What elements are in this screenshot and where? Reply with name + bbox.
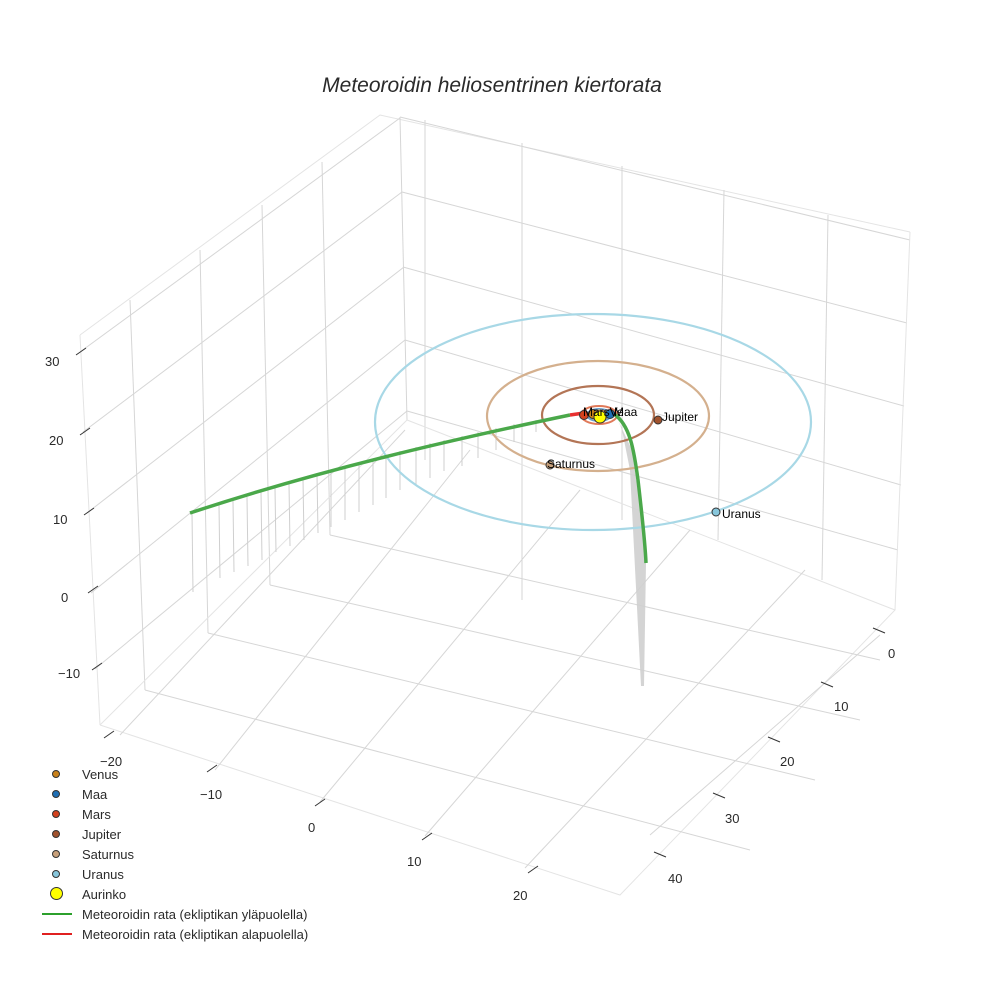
x-tick-label: −10 <box>200 787 222 802</box>
meteoroid-path-above <box>189 413 571 515</box>
uranus-marker <box>711 507 721 517</box>
aurinko-marker <box>593 410 607 424</box>
saturnus-marker <box>545 460 555 470</box>
legend-label: Maa <box>82 786 108 802</box>
legend-item-venus[interactable]: Venus <box>38 764 308 784</box>
jupiter-marker-icon <box>52 830 60 838</box>
legend-label: Saturnus <box>82 846 135 862</box>
planet-markers <box>545 409 721 517</box>
red-line-icon <box>42 933 72 935</box>
legend-label: Meteoroidin rata (ekliptikan yläpuolella… <box>82 906 308 922</box>
jupiter-orbit <box>540 384 656 446</box>
saturnus-label: Saturnus <box>547 457 595 471</box>
x-tick-label: 10 <box>407 854 421 869</box>
legend-label: Mars <box>82 806 111 822</box>
y-tick-label: 30 <box>725 811 739 826</box>
z-tick-label: −10 <box>58 666 80 681</box>
drop-surface <box>618 420 646 686</box>
z-tick-label: 20 <box>49 433 63 448</box>
jupiter-marker <box>653 415 663 425</box>
y-tick-label: 20 <box>780 754 794 769</box>
maa-label: Maa <box>614 405 638 419</box>
meteoroid-path-above-outgoing <box>612 412 648 564</box>
y-tick-label: 40 <box>668 871 682 886</box>
y-tick-label: 10 <box>834 699 848 714</box>
point-labels: MarsVe Maa Jupiter Saturnus Uranus <box>547 405 761 521</box>
legend-label: Uranus <box>82 866 124 882</box>
x-tick-label: 20 <box>513 888 527 903</box>
legend-item-meteoroid-below[interactable]: Meteoroidin rata (ekliptikan alapuolella… <box>38 924 308 944</box>
legend-item-maa[interactable]: Maa <box>38 784 308 804</box>
y-axis: 0 10 20 30 40 <box>653 627 895 886</box>
jupiter-label: Jupiter <box>662 410 698 424</box>
uranus-marker-icon <box>52 870 60 878</box>
legend-label: Venus <box>82 766 119 782</box>
legend: Venus Maa Mars Jupiter Saturnus Uranus A… <box>38 764 308 944</box>
z-tick-label: 30 <box>45 354 59 369</box>
drop-lines <box>191 420 537 593</box>
planet-orbits <box>373 312 813 532</box>
z-tick-label: 10 <box>53 512 67 527</box>
x-tick-label: −20 <box>100 754 122 769</box>
legend-item-mars[interactable]: Mars <box>38 804 308 824</box>
z-tick-label: 0 <box>61 590 68 605</box>
legend-label: Jupiter <box>82 826 122 842</box>
legend-item-meteoroid-above[interactable]: Meteoroidin rata (ekliptikan yläpuolella… <box>38 904 308 924</box>
maa-marker-icon <box>52 790 60 798</box>
legend-label: Aurinko <box>82 886 127 902</box>
mars-marker-icon <box>52 810 60 818</box>
y-tick-label: 0 <box>888 646 895 661</box>
legend-label: Meteoroidin rata (ekliptikan alapuolella… <box>82 926 309 942</box>
uranus-orbit <box>373 312 813 532</box>
green-line-icon <box>42 913 72 915</box>
x-tick-label: 0 <box>308 820 315 835</box>
legend-item-aurinko[interactable]: Aurinko <box>38 884 308 904</box>
legend-item-saturnus[interactable]: Saturnus <box>38 844 308 864</box>
aurinko-marker-icon <box>50 887 63 900</box>
z-axis: 30 20 10 0 −10 <box>45 347 103 681</box>
legend-item-jupiter[interactable]: Jupiter <box>38 824 308 844</box>
floor-grid <box>99 419 896 896</box>
back-wall-grid <box>79 114 911 726</box>
saturnus-marker-icon <box>52 850 60 858</box>
venus-marker-icon <box>52 770 60 778</box>
saturnus-orbit <box>485 359 711 473</box>
legend-item-uranus[interactable]: Uranus <box>38 864 308 884</box>
uranus-label: Uranus <box>722 507 761 521</box>
chart-title: Meteoroidin heliosentrinen kiertorata <box>322 74 662 97</box>
mars-venus-label: MarsVe <box>583 405 624 419</box>
x-axis: −20 −10 0 10 20 <box>100 730 539 903</box>
